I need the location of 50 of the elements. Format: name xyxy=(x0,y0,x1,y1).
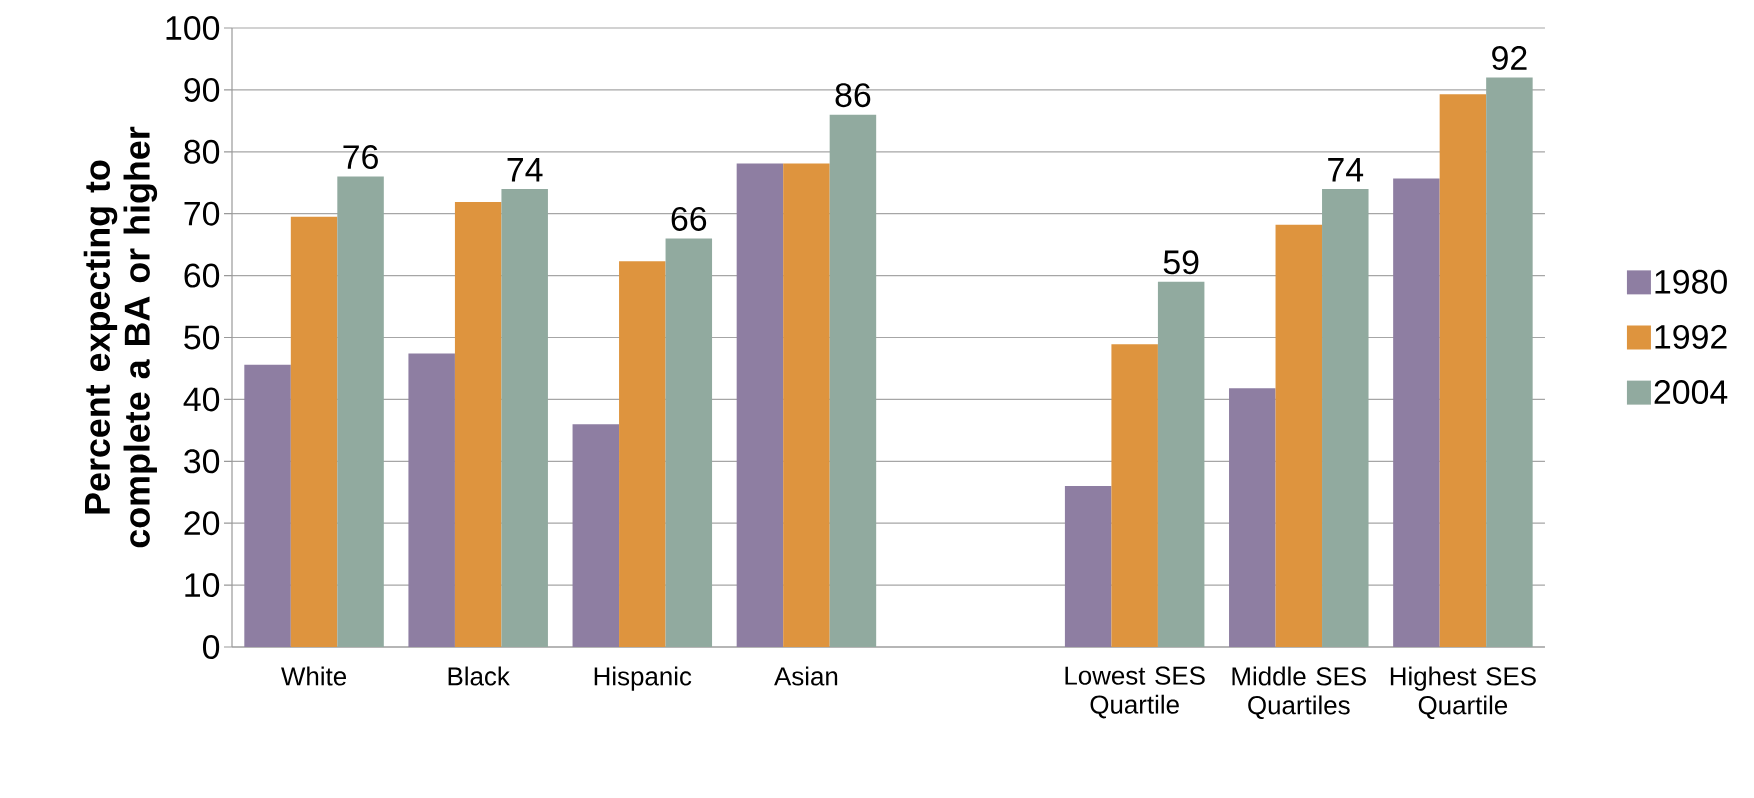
legend-label: 2004 xyxy=(1654,380,1728,405)
bar xyxy=(290,216,338,647)
y-tick-label: 40 xyxy=(183,387,220,412)
data-label: 74 xyxy=(1328,158,1364,182)
y-tick-label: 70 xyxy=(184,201,220,226)
y-tick-label: 60 xyxy=(184,263,220,288)
bar xyxy=(1393,178,1440,647)
data-label: 86 xyxy=(835,83,871,108)
x-tick-label: Middle SES Quartiles xyxy=(1232,666,1366,720)
data-label: 59 xyxy=(1163,250,1199,275)
bar xyxy=(1322,188,1369,647)
data-label: 66 xyxy=(671,206,707,231)
bar xyxy=(408,353,455,647)
bar xyxy=(1275,224,1323,647)
data-label: 74 xyxy=(507,158,543,182)
data-label: 92 xyxy=(1492,46,1527,70)
y-tick-label: 20 xyxy=(184,511,220,536)
bar xyxy=(337,176,384,647)
bar xyxy=(665,238,713,647)
bar xyxy=(1111,344,1158,647)
bar xyxy=(572,424,620,647)
x-tick-label: Black xyxy=(448,666,510,686)
y-tick-label: 10 xyxy=(185,573,220,598)
x-tick-label: White xyxy=(281,666,347,686)
data-label: 76 xyxy=(343,145,378,170)
y-axis-title: Percent expecting to complete a BA or higher xyxy=(83,126,158,548)
x-tick-label: Hispanic xyxy=(594,666,692,691)
bar xyxy=(1439,94,1487,647)
bar xyxy=(1157,281,1205,647)
y-tick-label: 30 xyxy=(184,449,220,474)
x-tick-label: Asian xyxy=(774,666,838,686)
y-tick-label: 0 xyxy=(202,635,220,659)
y-tick-label: 80 xyxy=(184,139,220,164)
x-tick-label: Lowest SES Quartile xyxy=(1065,666,1205,719)
bar xyxy=(1064,486,1112,647)
x-tick-label: Highest SES Quartile xyxy=(1390,666,1536,720)
y-tick-label: 50 xyxy=(184,325,220,350)
bar xyxy=(244,364,291,647)
y-tick-label: 100 xyxy=(166,16,220,40)
y-tick-label: 90 xyxy=(184,77,220,102)
bar xyxy=(829,114,877,647)
bar xyxy=(619,261,666,647)
bar xyxy=(783,163,830,647)
bar xyxy=(454,201,502,647)
legend-label: 1992 xyxy=(1655,324,1727,349)
bar xyxy=(736,163,784,647)
bar xyxy=(501,188,548,647)
bar xyxy=(1486,77,1533,647)
bar xyxy=(1229,388,1276,647)
legend-label: 1980 xyxy=(1655,269,1727,294)
